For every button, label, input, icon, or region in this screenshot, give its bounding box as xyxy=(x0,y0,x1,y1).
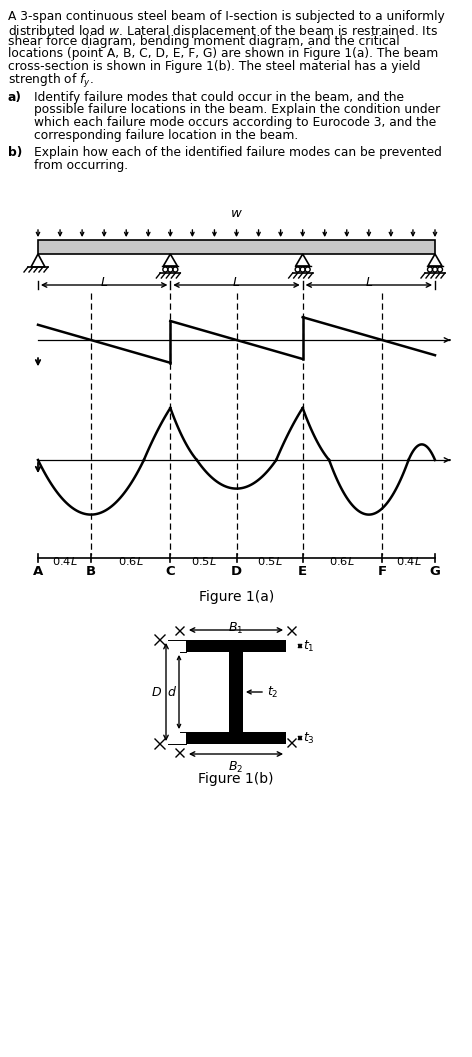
Text: 0.4$L$: 0.4$L$ xyxy=(51,555,77,567)
Text: Identify failure modes that could occur in the beam, and the: Identify failure modes that could occur … xyxy=(34,91,404,104)
Text: $L$: $L$ xyxy=(232,276,241,289)
Text: cross-section is shown in Figure 1(b). The steel material has a yield: cross-section is shown in Figure 1(b). T… xyxy=(8,60,421,73)
Text: distributed load $w$. Lateral displacement of the beam is restrained. Its: distributed load $w$. Lateral displaceme… xyxy=(8,22,438,39)
Text: Figure 1(a): Figure 1(a) xyxy=(199,590,274,604)
Text: 0.6$L$: 0.6$L$ xyxy=(329,555,355,567)
Bar xyxy=(186,639,286,652)
Text: F: F xyxy=(378,565,387,578)
Bar xyxy=(229,652,243,733)
Text: possible failure locations in the beam. Explain the condition under: possible failure locations in the beam. … xyxy=(34,104,440,116)
Text: $L$: $L$ xyxy=(100,276,108,289)
Text: a): a) xyxy=(8,91,22,104)
Text: A 3-span continuous steel beam of I-section is subjected to a uniformly: A 3-span continuous steel beam of I-sect… xyxy=(8,10,445,23)
Text: $t_1$: $t_1$ xyxy=(303,638,315,653)
Text: $B_1$: $B_1$ xyxy=(228,620,244,636)
Text: $t_2$: $t_2$ xyxy=(267,685,278,700)
Text: shear force diagram, bending moment diagram, and the critical: shear force diagram, bending moment diag… xyxy=(8,35,400,48)
Text: $B_2$: $B_2$ xyxy=(228,760,244,775)
Text: b): b) xyxy=(8,146,22,159)
Text: $w$: $w$ xyxy=(230,207,243,220)
Text: strength of $f_y$.: strength of $f_y$. xyxy=(8,73,94,91)
Text: E: E xyxy=(298,565,307,578)
Text: $d$: $d$ xyxy=(167,685,177,699)
Text: which each failure mode occurs according to Eurocode 3, and the: which each failure mode occurs according… xyxy=(34,116,436,129)
Bar xyxy=(38,240,435,254)
Bar xyxy=(186,733,286,744)
Text: $L$: $L$ xyxy=(365,276,373,289)
Text: corresponding failure location in the beam.: corresponding failure location in the be… xyxy=(34,129,298,142)
Text: from occurring.: from occurring. xyxy=(34,159,128,171)
Text: locations (point A, B, C, D, E, F, G) are shown in Figure 1(a). The beam: locations (point A, B, C, D, E, F, G) ar… xyxy=(8,48,438,60)
Text: $D$: $D$ xyxy=(151,686,162,699)
Text: Figure 1(b): Figure 1(b) xyxy=(198,772,274,786)
Text: $t_3$: $t_3$ xyxy=(303,730,315,745)
Text: C: C xyxy=(166,565,175,578)
Text: 0.5$L$: 0.5$L$ xyxy=(257,555,282,567)
Text: B: B xyxy=(86,565,96,578)
Text: 0.5$L$: 0.5$L$ xyxy=(191,555,216,567)
Text: A: A xyxy=(33,565,43,578)
Text: G: G xyxy=(430,565,440,578)
Text: Explain how each of the identified failure modes can be prevented: Explain how each of the identified failu… xyxy=(34,146,442,159)
Text: 0.6$L$: 0.6$L$ xyxy=(118,555,143,567)
Text: D: D xyxy=(231,565,242,578)
Text: 0.4$L$: 0.4$L$ xyxy=(396,555,421,567)
